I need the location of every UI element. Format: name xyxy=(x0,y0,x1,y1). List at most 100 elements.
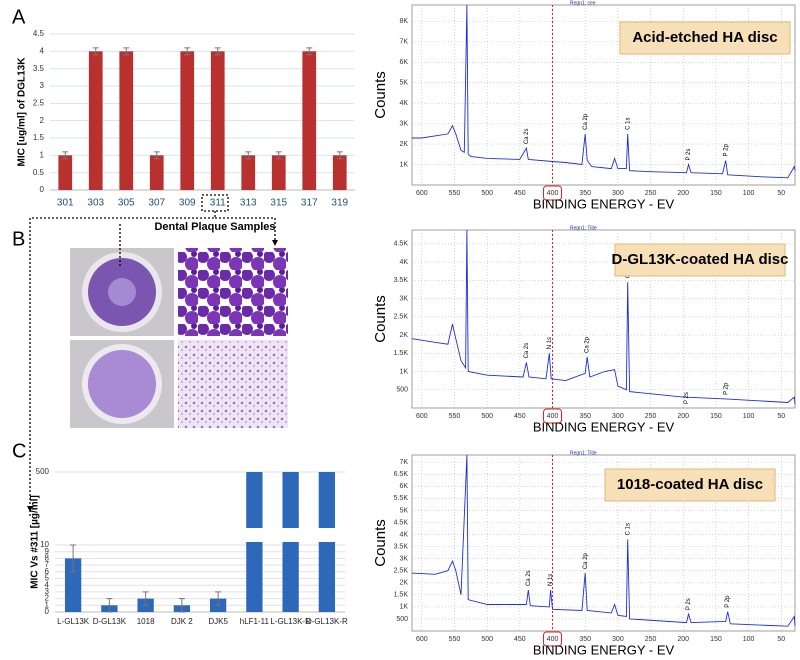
bar xyxy=(149,155,164,190)
y-tick-label: 9 xyxy=(45,547,50,556)
y-tick-label: 1 xyxy=(40,150,45,159)
panel-label: C xyxy=(12,440,26,462)
x-tick-label: 1018 xyxy=(137,617,155,626)
y-tick-label: 0.5 xyxy=(33,168,45,177)
y-tick-label: 2K xyxy=(399,332,408,339)
chart-header: Regn1: cee xyxy=(570,0,596,6)
y-tick-label: 4.5K xyxy=(394,241,409,248)
x-tick-label: 309 xyxy=(179,198,196,209)
x-tick-label: 400 xyxy=(547,413,559,420)
title-box xyxy=(619,21,791,55)
y-tick-label: 3 xyxy=(45,587,50,596)
x-tick-label: 200 xyxy=(677,190,689,197)
y-tick-label: 3.5 xyxy=(33,64,45,73)
y-tick-label: 4 xyxy=(45,580,50,589)
y-tick-label: 4K xyxy=(399,259,408,266)
peak-label: Ca 2p xyxy=(585,336,591,353)
x-tick-label: 200 xyxy=(677,636,689,643)
spectrum-line xyxy=(412,4,796,179)
y-tick-label: 500 xyxy=(396,616,408,623)
peak-label: P 2s xyxy=(684,392,690,404)
reference-box xyxy=(543,631,563,647)
reference-box xyxy=(543,408,563,424)
y-tick-label: 0 xyxy=(45,607,50,616)
x-tick-label: 600 xyxy=(416,636,428,643)
bar xyxy=(88,51,103,191)
peak-label: C 1s xyxy=(625,523,631,535)
y-tick-label: 2K xyxy=(399,141,408,148)
x-tick-label: 300 xyxy=(612,190,624,197)
y-tick-label: 1.5K xyxy=(394,350,409,357)
x-tick-label: DJK 2 xyxy=(171,617,193,626)
x-tick-label: 100 xyxy=(743,413,755,420)
y-axis-title: Counts xyxy=(372,519,389,567)
peak-label: N 1s xyxy=(548,574,554,586)
x-tick-label: 450 xyxy=(514,636,526,643)
bar xyxy=(210,51,225,191)
x-tick-label: L-GL13K xyxy=(57,617,90,626)
y-tick-label: 1K xyxy=(399,604,408,611)
y-tick-label: 1K xyxy=(399,161,408,168)
x-tick-label: 350 xyxy=(579,413,591,420)
x-tick-label: 150 xyxy=(710,636,722,643)
x-tick-label: 450 xyxy=(514,413,526,420)
y-tick-label: 5.5K xyxy=(394,495,409,502)
x-tick-label: 300 xyxy=(612,413,624,420)
x-tick-label: 550 xyxy=(449,190,461,197)
x-tick-label: 313 xyxy=(240,198,257,209)
axis-break xyxy=(280,528,301,542)
peak-label: Ca 2p xyxy=(583,113,589,130)
chart-header: Regn1: Title xyxy=(570,225,597,231)
y-tick-label: 3 xyxy=(40,81,45,90)
y-tick-label: 0 xyxy=(40,185,45,194)
peak-label: P 2s xyxy=(686,149,692,161)
bar xyxy=(180,51,195,191)
y-tick-label: 1 xyxy=(45,600,50,609)
y-tick-label: 500 xyxy=(36,467,50,476)
bar xyxy=(332,155,347,190)
peak-label: P 2p xyxy=(725,595,731,608)
x-tick-label: 311 xyxy=(210,198,226,209)
y-tick-label: 2.5K xyxy=(394,568,409,575)
x-tick-label: D-GL13K xyxy=(93,617,127,626)
y-tick-label: 5K xyxy=(399,80,408,87)
chart-title: D-GL13K-coated HA disc xyxy=(612,251,789,268)
panel-title: Dental Plaque Samples xyxy=(154,221,275,233)
y-tick-label: 2 xyxy=(45,594,50,603)
y-tick-label: 6K xyxy=(399,483,408,490)
spectrum-line xyxy=(411,229,796,405)
x-tick-label: 307 xyxy=(148,198,165,209)
y-tick-label: 5 xyxy=(45,574,50,583)
spectrum-line xyxy=(411,454,796,627)
x-tick-label: L-GL13K-R xyxy=(270,617,311,626)
y-tick-label: 4K xyxy=(399,531,408,538)
reference-box xyxy=(543,185,563,201)
y-tick-label: 5K xyxy=(399,507,408,514)
x-axis-title: BINDING ENERGY - EV xyxy=(533,196,675,211)
x-tick-label: 500 xyxy=(481,190,493,197)
y-tick-label: 2.5 xyxy=(33,98,45,107)
peak-label: P 2s xyxy=(686,598,692,610)
x-tick-label: 500 xyxy=(481,413,493,420)
peak-label: Ca 2s xyxy=(526,570,532,586)
bar xyxy=(64,558,82,612)
plaque-photos xyxy=(70,248,288,428)
bar xyxy=(119,51,134,191)
x-tick-label: hLF1-11 xyxy=(240,617,270,626)
x-tick-label: 400 xyxy=(547,636,559,643)
y-tick-label: 2.5K xyxy=(394,314,409,321)
peak-label: C 1s xyxy=(625,118,631,130)
x-tick-label: 301 xyxy=(57,198,74,209)
x-tick-label: 250 xyxy=(645,636,657,643)
x-tick-label: 350 xyxy=(579,190,591,197)
y-tick-label: 6 xyxy=(45,567,50,576)
y-tick-label: 4.5K xyxy=(394,519,409,526)
x-tick-label: 150 xyxy=(710,413,722,420)
peak-label: P 2p xyxy=(723,382,729,395)
x-tick-label: 305 xyxy=(118,198,135,209)
bar xyxy=(58,155,73,190)
y-tick-label: 7K xyxy=(399,39,408,46)
y-tick-label: 4 xyxy=(40,46,45,55)
